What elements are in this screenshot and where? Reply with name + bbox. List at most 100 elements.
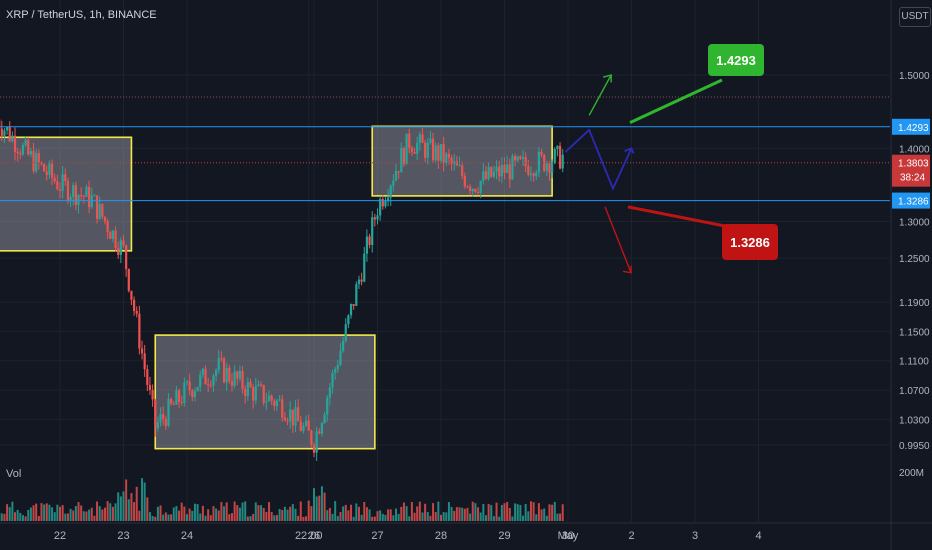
candle [312, 442, 316, 458]
candle [386, 189, 390, 207]
volume-bar [273, 515, 276, 521]
candle [331, 369, 334, 394]
volume-bar [463, 508, 466, 521]
y-tick-label: 1.1100 [899, 357, 929, 368]
candle-body [450, 157, 453, 164]
candle-body [524, 157, 527, 167]
candle [458, 156, 461, 167]
candle [270, 394, 273, 406]
candle [225, 362, 228, 391]
candle-body [418, 134, 421, 143]
volume-bar [495, 502, 498, 521]
volume-bar [389, 509, 392, 521]
candle [439, 144, 443, 164]
volume-bars [0, 478, 564, 521]
x-tick-label: 30 [562, 530, 574, 542]
up-callout-text: 1.4293 [716, 53, 756, 68]
candle [537, 147, 540, 178]
candle-body [368, 236, 371, 245]
volume-bar [236, 505, 239, 521]
candle [447, 148, 451, 165]
volume-bar [45, 503, 48, 521]
volume-bar [326, 510, 329, 521]
x-tick-label: 28 [435, 530, 447, 542]
volume-bar [196, 504, 199, 521]
candle-body [294, 407, 297, 426]
candle [56, 174, 59, 191]
volume-bar [297, 515, 300, 521]
volume-bar [402, 502, 405, 521]
volume-bar [61, 505, 64, 521]
candle-body [508, 164, 511, 180]
candle-body [349, 304, 353, 316]
candle [334, 366, 337, 380]
volume-bar [500, 504, 503, 521]
candle-body [426, 142, 429, 158]
countdown-text: 38:24 [900, 173, 925, 184]
candle [135, 306, 138, 318]
up-arrow-icon [588, 74, 612, 116]
currency-selector[interactable]: USDT [899, 7, 931, 27]
volume-bar [90, 507, 93, 521]
candle [278, 395, 281, 402]
volume-bar [408, 516, 411, 521]
candle [416, 136, 419, 160]
candle-body [299, 421, 302, 431]
candle [490, 166, 493, 178]
volume-bar [395, 508, 398, 521]
candle [82, 194, 85, 204]
candle [469, 184, 472, 196]
volume-bar [421, 512, 424, 521]
candle-body [204, 368, 207, 385]
volume-bar [93, 515, 96, 521]
candle-body [111, 230, 115, 239]
candle-body [119, 240, 122, 255]
candle-body [312, 444, 316, 453]
candle [138, 305, 141, 355]
down-callout-text: 1.3286 [730, 235, 770, 250]
candle-body [5, 127, 9, 131]
candle-body [553, 149, 556, 163]
candle [267, 390, 271, 402]
candle-body [154, 399, 157, 429]
candle [151, 384, 154, 407]
x-tick-label: 3 [692, 530, 698, 542]
candle [5, 126, 9, 135]
up-arrowhead [602, 74, 612, 83]
candle-body [551, 162, 554, 173]
candle [148, 376, 152, 395]
volume-bar [77, 502, 80, 521]
candle-body [265, 401, 268, 403]
candle [246, 377, 249, 401]
candle-body [244, 388, 247, 397]
candle-body [93, 195, 96, 197]
candle [48, 160, 51, 179]
candle-body [267, 395, 271, 402]
volume-bar [11, 501, 14, 521]
candle [429, 130, 432, 145]
candle [32, 142, 35, 174]
volume-bar [305, 516, 308, 521]
candle [159, 407, 162, 427]
y-tick-label: 1.5000 [899, 71, 930, 82]
candle-body [183, 382, 186, 404]
candle-body [125, 245, 128, 270]
candle [558, 142, 562, 170]
candle-body [389, 185, 392, 198]
volume-bar [387, 509, 390, 521]
volume-bar [204, 515, 207, 521]
candle-body [35, 153, 38, 172]
volume-bar [397, 513, 400, 521]
range-box [154, 334, 376, 450]
volume-bar [516, 504, 519, 521]
volume-bar [506, 501, 509, 521]
candle-body [357, 279, 361, 285]
candle-body [307, 420, 310, 431]
candle-body [506, 164, 509, 173]
candle-body [447, 153, 451, 158]
candle [262, 384, 265, 406]
volume-bar [51, 507, 54, 521]
candle [45, 165, 48, 181]
candle [352, 304, 355, 310]
